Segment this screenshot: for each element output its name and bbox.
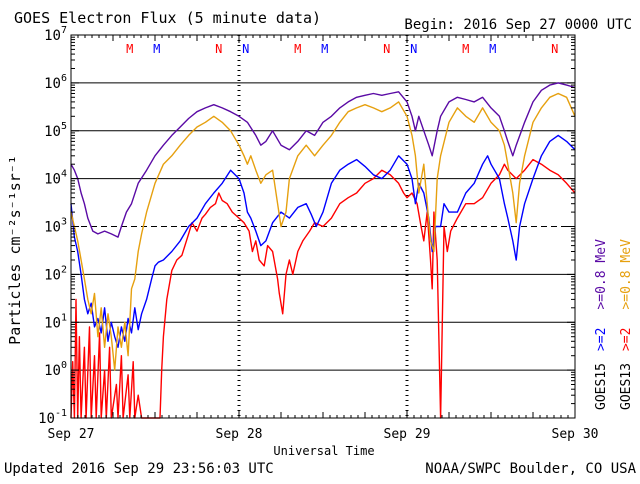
tick-label-layer: 10-1 100 101 102 103 104 105 106 107 Sep 27 Sep 28… xyxy=(38,25,598,442)
legend-entry: GOES15>=2>=0.8 MeV xyxy=(594,239,609,410)
y-tick-label: 102 xyxy=(44,264,67,283)
chart-title: GOES Electron Flux (5 minute data) xyxy=(14,9,321,27)
time-marker: N xyxy=(383,42,390,56)
begin-label: Begin: 2016 Sep 27 0000 UTC xyxy=(404,17,632,33)
time-marker: N xyxy=(215,42,222,56)
series-line xyxy=(70,158,576,419)
series-line xyxy=(70,82,576,238)
time-marker: N xyxy=(410,42,417,56)
y-tick-label: 106 xyxy=(44,73,67,92)
time-marker: M xyxy=(462,42,469,56)
time-marker: M xyxy=(153,42,160,56)
y-tick-label: 107 xyxy=(44,25,67,44)
time-marker: M xyxy=(294,42,301,56)
x-tick-label: Sep 29 xyxy=(384,427,431,442)
legend-layer: GOES15>=2>=0.8 MeV GOES13>=2>=0.8 MeV xyxy=(594,239,634,410)
y-tick-label: 101 xyxy=(44,312,67,331)
time-marker: N xyxy=(551,42,558,56)
x-axis-label: Universal Time xyxy=(273,444,374,458)
x-tick-label: Sep 30 xyxy=(552,427,599,442)
footer-source: NOAA/SWPC Boulder, CO USA xyxy=(425,461,636,477)
time-marker: N xyxy=(242,42,249,56)
time-marker: M xyxy=(489,42,496,56)
series-line xyxy=(70,134,576,348)
y-tick-label: 105 xyxy=(44,121,67,140)
footer-updated: Updated 2016 Sep 29 23:56:03 UTC xyxy=(4,461,274,477)
time-marker: M xyxy=(126,42,133,56)
y-axis-label: Particles cm⁻²s⁻¹sr⁻¹ xyxy=(6,155,24,345)
x-tick-label: Sep 28 xyxy=(216,427,263,442)
y-tick-label: 103 xyxy=(44,217,67,236)
x-tick-label: Sep 27 xyxy=(48,427,95,442)
series-line xyxy=(70,92,576,371)
time-marker: M xyxy=(321,42,328,56)
legend-entry: GOES13>=2>=0.8 MeV xyxy=(619,239,634,410)
frame-layer xyxy=(70,34,576,419)
y-tick-label: 100 xyxy=(44,360,67,379)
y-tick-label: 104 xyxy=(44,169,67,188)
series-layer xyxy=(70,82,576,419)
y-tick-label: 10-1 xyxy=(38,408,67,427)
